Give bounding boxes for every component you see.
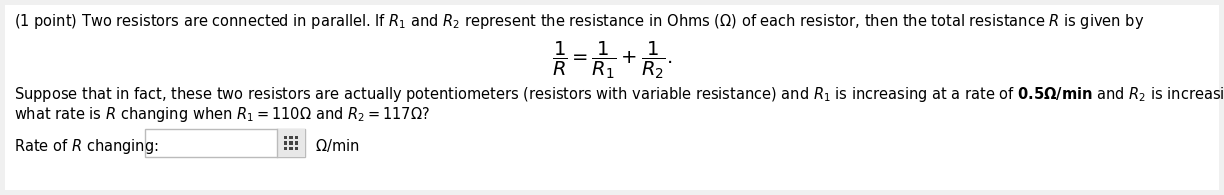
FancyBboxPatch shape (144, 129, 305, 157)
FancyBboxPatch shape (277, 129, 305, 157)
FancyBboxPatch shape (5, 5, 1219, 190)
FancyBboxPatch shape (284, 147, 288, 150)
FancyBboxPatch shape (284, 136, 288, 139)
FancyBboxPatch shape (295, 141, 299, 145)
FancyBboxPatch shape (289, 141, 293, 145)
Text: $\dfrac{1}{R} = \dfrac{1}{R_1} + \dfrac{1}{R_2}.$: $\dfrac{1}{R} = \dfrac{1}{R_1} + \dfrac{… (552, 40, 672, 81)
Text: Suppose that in fact, these two resistors are actually potentiometers (resistors: Suppose that in fact, these two resistor… (13, 85, 1224, 104)
Text: what rate is $R$ changing when $R_1 = 110\Omega$ and $R_2 = 117\Omega$?: what rate is $R$ changing when $R_1 = 11… (13, 105, 430, 124)
FancyBboxPatch shape (289, 147, 293, 150)
FancyBboxPatch shape (295, 147, 299, 150)
FancyBboxPatch shape (289, 136, 293, 139)
Text: $\Omega$/min: $\Omega$/min (315, 137, 360, 154)
Text: Rate of $R$ changing:: Rate of $R$ changing: (13, 137, 159, 156)
FancyBboxPatch shape (295, 136, 299, 139)
Text: (1 point) Two resistors are connected in parallel. If $R_1$ and $R_2$ represent : (1 point) Two resistors are connected in… (13, 12, 1144, 31)
FancyBboxPatch shape (284, 141, 288, 145)
